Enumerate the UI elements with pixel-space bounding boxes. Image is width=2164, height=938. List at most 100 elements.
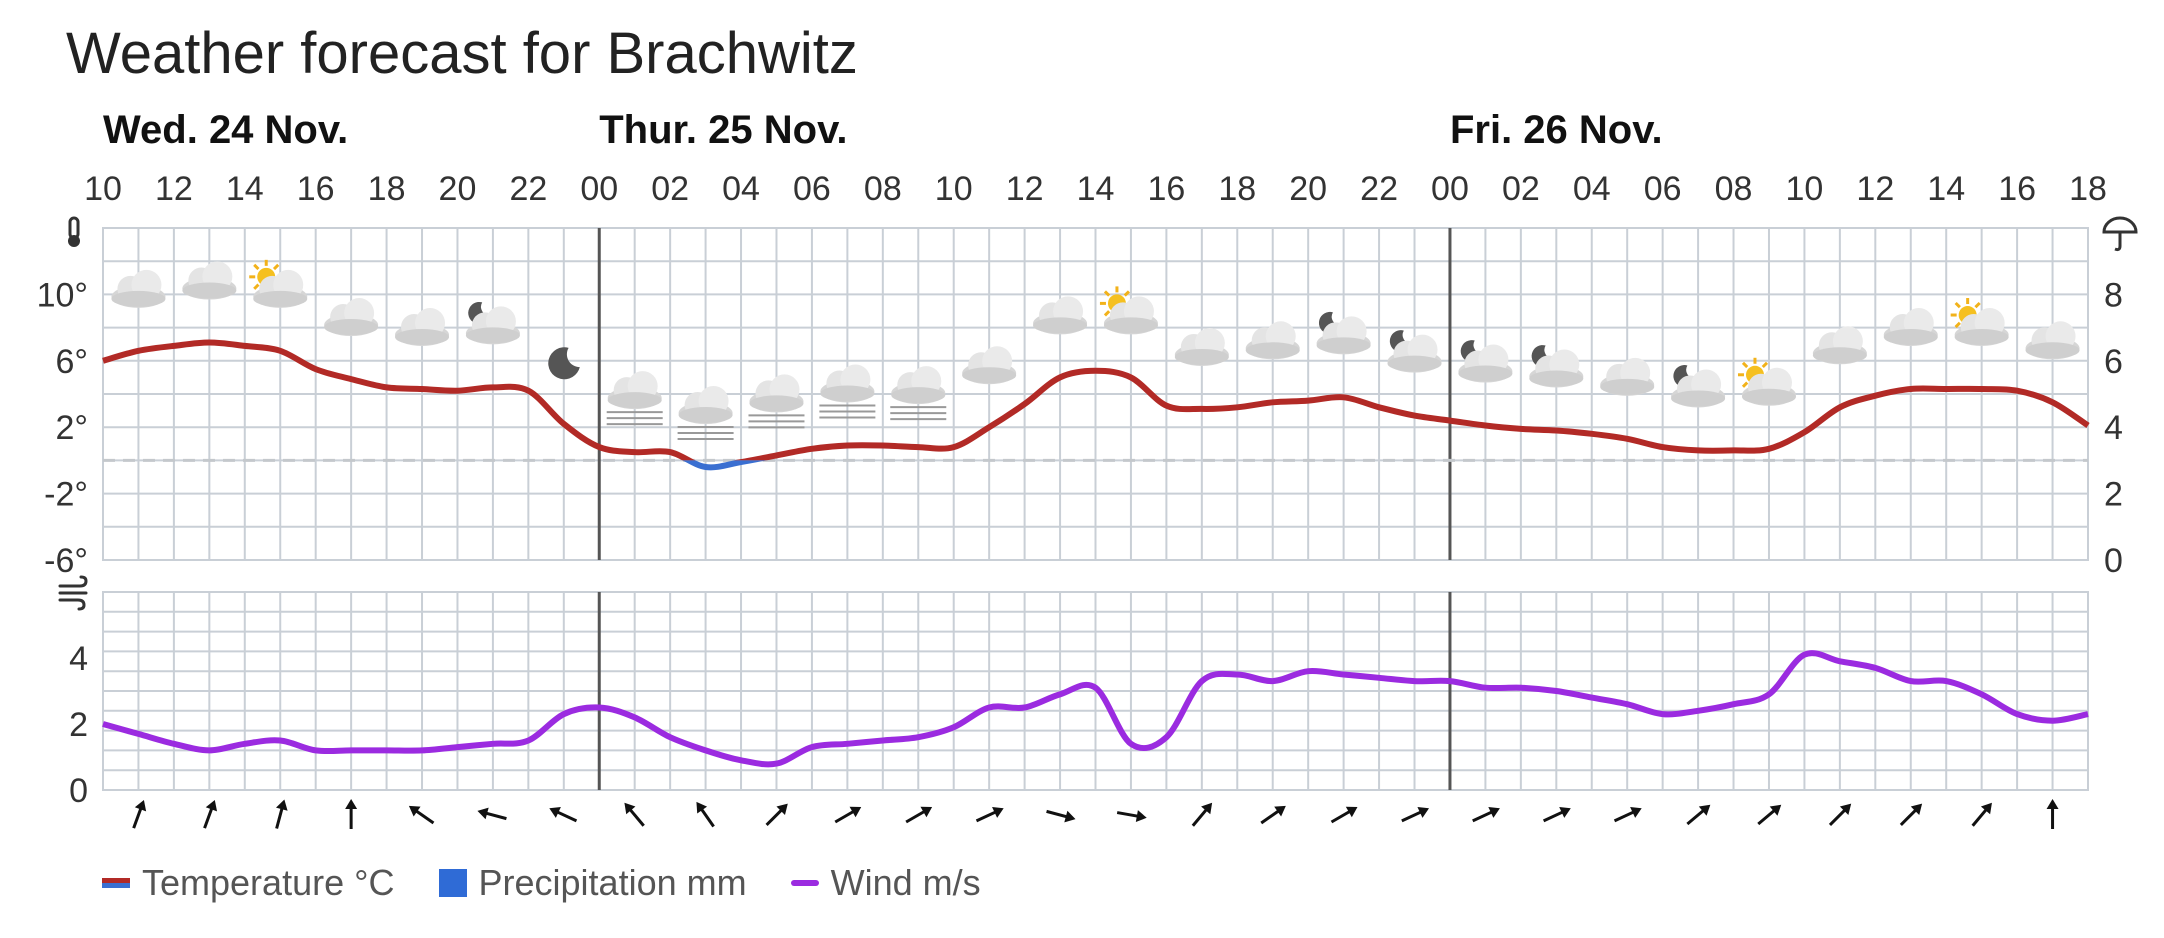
cloud-shape (820, 385, 875, 402)
legend-label: Temperature °C (142, 862, 395, 903)
temperature-line (102, 339, 2090, 461)
temperature-swatch (102, 878, 130, 888)
wind-arrow-icon (1757, 804, 1782, 826)
wind-arrow-icon (275, 799, 288, 829)
cloud-icon (182, 261, 237, 300)
arrow-head (1769, 804, 1782, 816)
cloud-shape (1458, 365, 1513, 382)
cloud-icon (607, 371, 662, 410)
moon-icon (548, 347, 580, 380)
wind-grid (102, 591, 2089, 791)
cloud-icon (1812, 326, 1867, 365)
cloud-icon (1600, 357, 1655, 396)
wind-icon (58, 575, 88, 611)
cloud-icon (1387, 334, 1442, 373)
precipitation-axis: 8 6 4 2 0 (2104, 276, 2123, 580)
temperature-grid (102, 227, 2089, 561)
sun-ray (272, 263, 280, 271)
sun-ray (1741, 381, 1749, 388)
arrow-head (1274, 805, 1286, 817)
arrow-head (776, 803, 788, 815)
wind-arrow-icon (975, 807, 1004, 823)
cloud-shape (1387, 355, 1442, 372)
hour-tick-label: 06 (1644, 170, 1682, 208)
cloud-shape (607, 392, 662, 409)
cloud-shape (465, 327, 520, 344)
sun-ray (1954, 301, 1961, 309)
sun-ray (1103, 310, 1111, 317)
moon-cloud-icon (1671, 365, 1726, 408)
sun-ray (1974, 301, 1981, 309)
cloud-icon (1174, 327, 1229, 366)
axis-icons (58, 216, 2138, 611)
cloud-shape (891, 387, 946, 404)
legend-item-precipitation[interactable]: Precipitation mm (438, 862, 747, 904)
hour-tick-label: 02 (1502, 170, 1540, 208)
arrow-head (408, 805, 421, 817)
arrow-head (624, 802, 636, 815)
cloud-icon (1033, 296, 1088, 335)
hour-tick-label: 08 (864, 170, 902, 208)
legend-item-temperature[interactable]: Temperature °C (102, 862, 395, 904)
wind-tick-label: 0 (69, 772, 88, 810)
sun-cloud-icon (1737, 357, 1796, 406)
cloud-icon (1741, 367, 1796, 406)
arrow-head (1839, 803, 1852, 815)
cloud-shape (1033, 317, 1088, 334)
wind-series (102, 650, 2089, 768)
moon-cloud-icon (465, 301, 520, 345)
sun-ray (1954, 321, 1961, 329)
wind-arrow-icon (408, 805, 435, 825)
arrow-head (1064, 810, 1076, 823)
wind-tick-label: 2 (69, 706, 88, 744)
cloud-icon (1883, 308, 1938, 347)
cloud-icon (1600, 357, 1655, 396)
hour-tick-label: 00 (1431, 170, 1469, 208)
day-label: Thur. 25 Nov. (599, 108, 847, 152)
sun-cloud-icon (1099, 286, 1158, 335)
cloud-icon (678, 386, 733, 425)
legend-item-wind[interactable]: Wind m/s (790, 862, 981, 904)
hour-tick-label: 16 (297, 170, 335, 208)
wind-arrow-icon (1330, 806, 1358, 824)
day-labels: Wed. 24 Nov. Thur. 25 Nov. Fri. 26 Nov. (103, 108, 1663, 152)
hour-tick-label: 10 (935, 170, 973, 208)
temperature-series (102, 339, 2090, 471)
wind-line (102, 650, 2089, 768)
cloud-shape (395, 329, 450, 346)
cloud-icon (324, 298, 379, 337)
cloud-icon (1174, 327, 1229, 366)
arrow-head (1417, 807, 1430, 818)
arrow-head (1980, 802, 1992, 815)
cloud-icon (1245, 321, 1300, 360)
moon-icon (548, 347, 580, 380)
wind-arrow-icon (1613, 807, 1642, 823)
arrow-head (1345, 806, 1358, 818)
wind-axis: 4 2 0 (69, 640, 88, 810)
wind-arrow-icon (549, 807, 578, 823)
arrow-head (1698, 804, 1711, 816)
hour-tick-label: 14 (226, 170, 264, 208)
umbrella-icon (2102, 216, 2138, 252)
cloud-icon (1883, 308, 1938, 347)
cloud-icon (1033, 296, 1088, 335)
cloud-shape (1671, 390, 1726, 407)
arrow-head (275, 799, 288, 811)
cloud-icon (1316, 316, 1371, 355)
hour-tick-label: 18 (368, 170, 406, 208)
cloud-shape (1741, 388, 1796, 405)
sun-ray (1103, 290, 1111, 297)
legend-label: Wind m/s (830, 862, 981, 903)
cloud-shape (962, 367, 1017, 384)
wind-arrow-icon (1971, 802, 1992, 827)
arrow-head (134, 799, 147, 812)
cloud-icon (1245, 321, 1300, 360)
wind-arrow-icon (1401, 807, 1430, 823)
wind-arrow-icon (477, 807, 507, 821)
cloud-shape (1245, 342, 1300, 359)
wind-tick-label: 4 (69, 640, 88, 678)
hour-tick-label: 14 (1927, 170, 1965, 208)
cloud-shape (182, 282, 237, 299)
hour-tick-label: 14 (1077, 170, 1115, 208)
fog-lines (748, 414, 805, 429)
